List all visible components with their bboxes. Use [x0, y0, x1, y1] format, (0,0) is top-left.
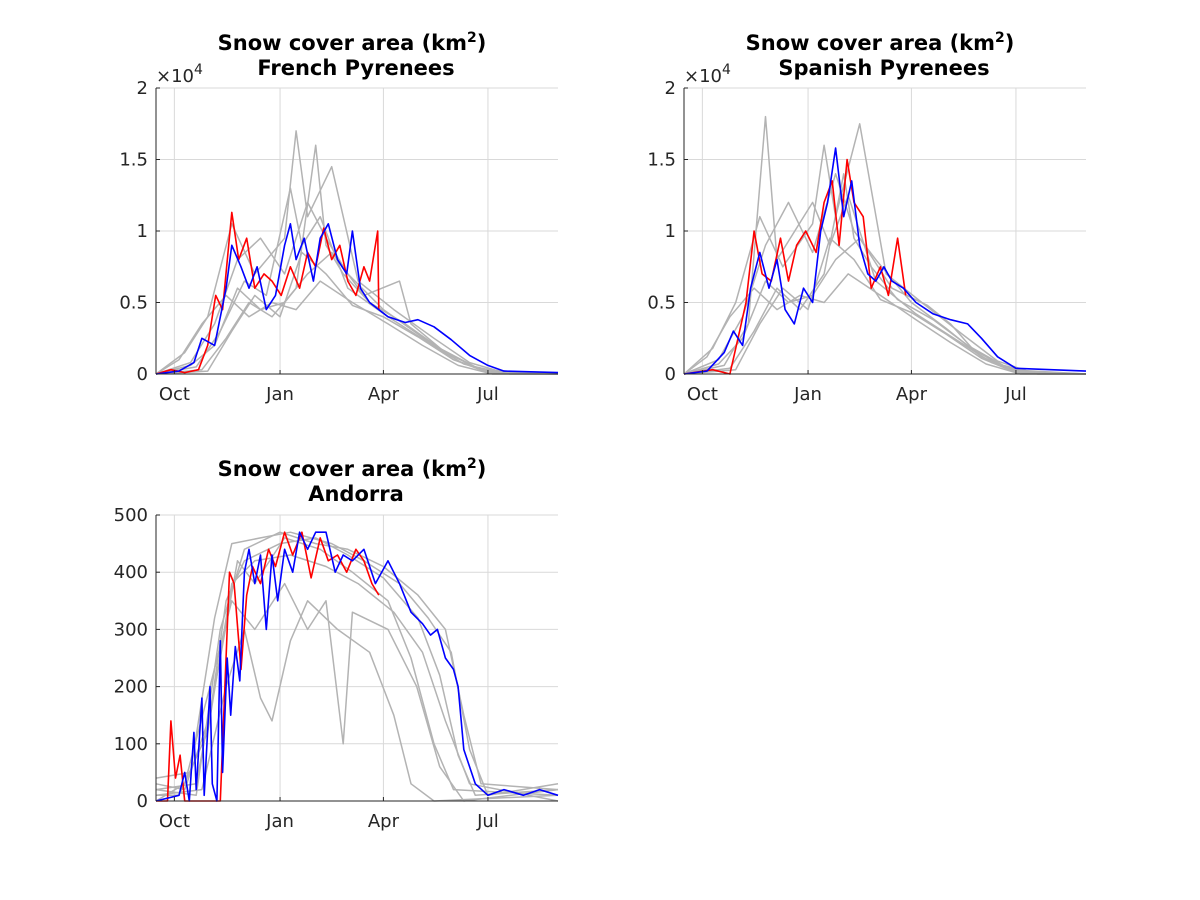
panel-french-pyrenees: Snow cover area (km2) French Pyrenees ×1…: [119, 30, 559, 405]
series-line-8: [156, 554, 559, 802]
chart-title-line1: Snow cover area (km2): [746, 30, 1015, 55]
chart-subtitle: Andorra: [308, 482, 404, 506]
y-exponent-label: ×104: [156, 62, 203, 87]
series-line-8: [155, 251, 559, 375]
y-tick-label-3: 300: [114, 619, 148, 640]
title-close: ): [1005, 31, 1015, 55]
series-line-8: [683, 237, 1087, 375]
x-tick-label-3: Jul: [1004, 384, 1027, 405]
plot-area: Oct Jan Apr Jul 0 0.5 1 1.5 2: [119, 78, 559, 405]
x-tick-label-0: Oct: [159, 384, 190, 405]
x-tick-label-1: Jan: [265, 811, 294, 832]
y-tick-label-0: 0: [137, 791, 148, 812]
x-tick-label-3: Jul: [476, 811, 499, 832]
series-line-7: [155, 531, 559, 797]
chart-title-line1: Snow cover area (km2): [218, 30, 487, 55]
y-tick-label-5: 500: [114, 505, 148, 526]
series-line-5: [155, 600, 559, 802]
series-line-1: [683, 158, 907, 375]
title-superscript: 2: [995, 30, 1005, 46]
series-line-7: [155, 280, 558, 375]
chart-title-line1: Snow cover area (km2): [218, 456, 487, 481]
series-line-1: [155, 211, 380, 375]
y-tick-label-2: 1: [137, 221, 148, 242]
y-tick-label-2: 1: [665, 221, 676, 242]
x-tick-label-0: Oct: [687, 384, 718, 405]
series-line-0: [683, 147, 1087, 375]
y-tick-label-3: 1.5: [647, 150, 676, 171]
series-line-6: [683, 237, 1087, 375]
chart-subtitle: French Pyrenees: [257, 56, 454, 80]
y-tick-label-4: 400: [114, 562, 148, 583]
x-tick-label-3: Jul: [476, 384, 499, 405]
y-tick-label-4: 2: [137, 78, 148, 99]
plot-area: Oct Jan Apr Jul 0 100 200 300 400 500: [114, 505, 559, 832]
title-superscript: 2: [467, 30, 477, 46]
series-line-4: [155, 531, 559, 797]
series-line-6: [155, 251, 559, 375]
series-line-4: [155, 130, 559, 375]
series-line-7: [683, 273, 1086, 375]
x-tick-label-2: Apr: [896, 384, 928, 405]
y-tick-label-4: 2: [665, 78, 676, 99]
title-close: ): [477, 457, 487, 481]
y-tick-label-0: 0: [137, 364, 148, 385]
y-tick-label-1: 0.5: [119, 293, 148, 314]
series-line-0: [155, 223, 559, 375]
x-tick-label-2: Apr: [368, 811, 400, 832]
y-tick-label-1: 0.5: [647, 293, 676, 314]
series-line-0: [155, 531, 559, 802]
title-close: ): [477, 31, 487, 55]
y-tick-label-0: 0: [665, 364, 676, 385]
x-tick-label-1: Jan: [793, 384, 822, 405]
y-tick-label-1: 100: [114, 734, 148, 755]
y-tick-label-3: 1.5: [119, 150, 148, 171]
x-tick-label-0: Oct: [159, 811, 190, 832]
panel-andorra: Snow cover area (km2) Andorra Oct Jan Apr J…: [114, 456, 559, 832]
x-tick-label-2: Apr: [368, 384, 400, 405]
series-line-1: [156, 531, 380, 802]
panel-spanish-pyrenees: Snow cover area (km2) Spanish Pyrenees ×…: [647, 30, 1087, 405]
x-tick-label-1: Jan: [265, 384, 294, 405]
plot-area: Oct Jan Apr Jul 0 0.5 1 1.5 2: [647, 78, 1087, 405]
title-superscript: 2: [467, 456, 477, 472]
series-line-5: [683, 173, 1086, 375]
y-exponent-label: ×104: [684, 62, 731, 87]
series-line-6: [155, 582, 559, 802]
y-tick-label-2: 200: [114, 677, 148, 698]
chart-subtitle: Spanish Pyrenees: [778, 56, 989, 80]
